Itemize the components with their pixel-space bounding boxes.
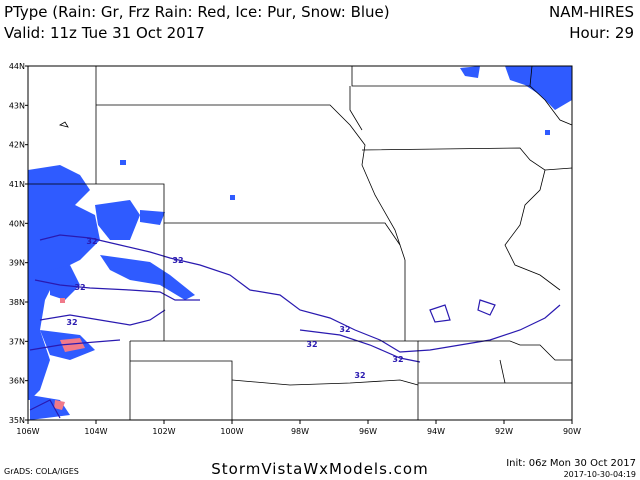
temperature-contour	[34, 279, 200, 301]
header-hour: Hour: 29	[569, 24, 634, 42]
state-border	[499, 359, 506, 384]
temperature-contour	[39, 234, 561, 353]
state-border	[351, 65, 533, 87]
state-border	[231, 379, 419, 386]
precip-field	[230, 195, 235, 200]
contour-label: 32	[354, 371, 365, 380]
contour-label: 32	[339, 325, 350, 334]
temperature-contour	[39, 309, 166, 326]
precip-field	[545, 130, 550, 135]
lon-label: 100W	[220, 427, 243, 436]
temperature-contour	[477, 299, 496, 316]
precip-field	[54, 400, 65, 410]
precip-field	[505, 66, 572, 110]
state-border	[96, 104, 406, 261]
temperature-contour	[29, 399, 61, 419]
state-border	[130, 340, 419, 420]
lat-label: 36N	[9, 377, 25, 386]
precip-field	[50, 265, 80, 300]
state-border	[28, 183, 165, 341]
header-title: PType (Rain: Gr, Frz Rain: Red, Ice: Pur…	[4, 3, 390, 21]
header-valid: Valid: 11z Tue 31 Oct 2017	[4, 24, 205, 42]
lon-label: 92W	[495, 427, 513, 436]
state-border	[361, 147, 561, 291]
lat-label: 40N	[9, 219, 25, 228]
state-border	[164, 222, 401, 246]
contour-label: 32	[86, 237, 97, 246]
header-model: NAM-HIRES	[549, 3, 634, 21]
state-border	[544, 167, 573, 171]
lat-label: 39N	[9, 259, 25, 268]
state-border	[58, 121, 69, 128]
precip-field	[140, 210, 165, 225]
temperature-contour	[429, 304, 451, 323]
lon-label: 90W	[563, 427, 581, 436]
precip-field	[100, 255, 195, 300]
precip-field	[60, 298, 65, 303]
state-borders	[28, 65, 573, 420]
state-border	[349, 86, 363, 131]
precip-field	[460, 66, 480, 78]
lat-label: 43N	[9, 101, 25, 110]
state-border	[529, 85, 573, 126]
contour-label: 32	[172, 256, 183, 265]
temperature-contours	[29, 234, 561, 419]
temperature-contour	[299, 329, 421, 363]
state-border	[418, 340, 572, 361]
contour-label: 32	[306, 340, 317, 349]
init-time: Init: 06z Mon 30 Oct 2017	[506, 458, 636, 469]
lat-label: 37N	[9, 337, 25, 346]
state-border	[130, 360, 233, 420]
lon-label: 98W	[291, 427, 309, 436]
precip-field	[95, 200, 140, 240]
precip-field	[60, 338, 85, 352]
lon-label: 106W	[16, 427, 39, 436]
precip-field	[28, 165, 100, 400]
lat-label: 35N	[9, 416, 25, 425]
contour-label: 32	[392, 355, 403, 364]
lat-label: 41N	[9, 180, 25, 189]
temperature-contour	[29, 339, 121, 351]
lon-label: 94W	[427, 427, 445, 436]
lat-label: 38N	[9, 298, 25, 307]
lon-label: 104W	[84, 427, 107, 436]
lon-label: 102W	[152, 427, 175, 436]
grads-credit: GrADS: COLA/IGES	[4, 467, 79, 476]
contour-label: 32	[74, 283, 85, 292]
lat-label: 44N	[9, 62, 25, 71]
lat-label: 42N	[9, 141, 25, 150]
site-name: StormVistaWxModels.com	[211, 460, 428, 478]
lon-label: 96W	[359, 427, 377, 436]
contour-label: 32	[66, 318, 77, 327]
precip-fields	[28, 66, 572, 420]
precip-field	[120, 160, 126, 165]
timestamp: 2017-10-30-04:19	[564, 470, 636, 479]
